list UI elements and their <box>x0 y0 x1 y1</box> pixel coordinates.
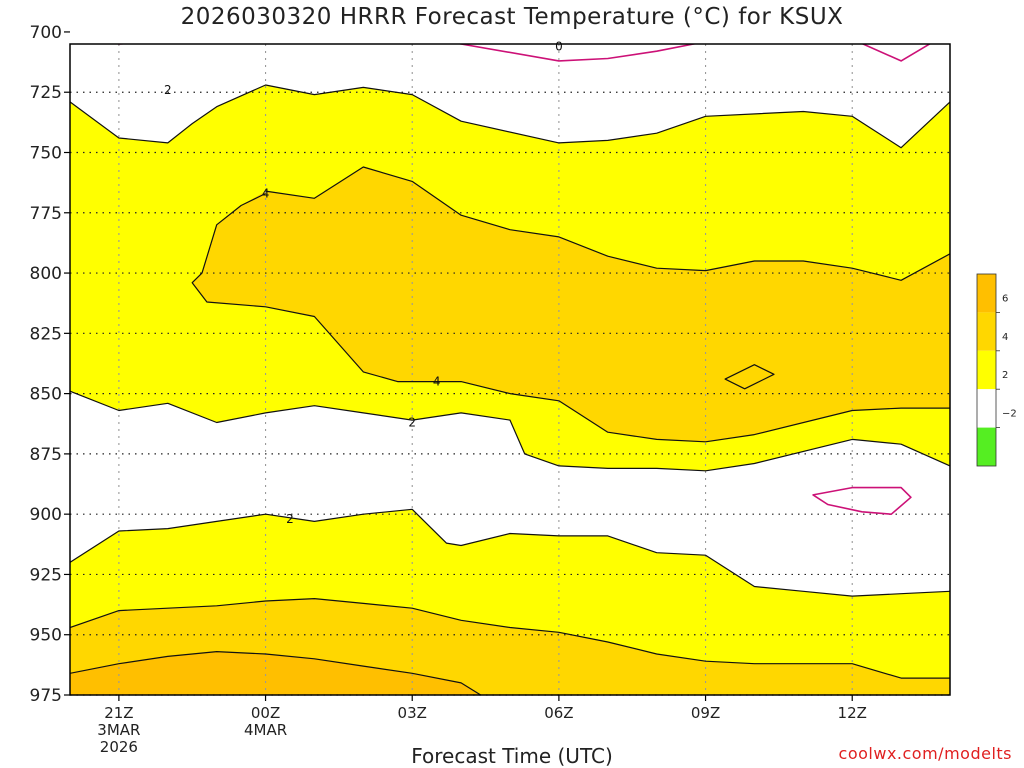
x-tick-label: 2026 <box>100 738 138 756</box>
y-tick-label: 875 <box>30 445 62 465</box>
y-tick-label: 775 <box>30 204 62 224</box>
x-tick-label: 06Z <box>544 704 573 722</box>
contour-line-4 <box>191 192 950 443</box>
contour-label: 2 <box>286 512 294 526</box>
y-tick-label: 900 <box>30 505 62 525</box>
contour-label: 0 <box>555 39 563 53</box>
y-tick-label: 800 <box>30 264 62 284</box>
site-credit: coolwx.com/modelts <box>838 744 1012 763</box>
colorbar-swatch <box>977 274 996 313</box>
y-tick-label: 850 <box>30 385 62 405</box>
plot-frame <box>69 43 951 696</box>
y-tick-label: 825 <box>30 324 62 344</box>
contour-line-2 <box>70 508 950 597</box>
contour-line-4 <box>265 166 950 281</box>
y-tick-label: 950 <box>30 626 62 646</box>
x-tick-label: 4MAR <box>244 721 287 739</box>
contour-line-2 <box>70 390 950 472</box>
y-tick-label: 700 <box>30 23 62 43</box>
colorbar-label: 6 <box>1002 293 1008 304</box>
colorbar-swatch <box>977 312 996 351</box>
x-tick-label: 00Z <box>251 704 280 722</box>
y-tick-label: 925 <box>30 565 62 585</box>
band-6-to-8-lower <box>70 651 481 695</box>
contour-line-6 <box>70 651 482 695</box>
chart-title: 2026030320 HRRR Forecast Temperature (°C… <box>180 4 844 30</box>
x-tick-label: 09Z <box>691 704 720 722</box>
y-tick-label: 750 <box>30 144 62 164</box>
colorbar-label: 2 <box>1002 370 1008 381</box>
contour-line-4 <box>724 364 775 390</box>
x-tick-label: 12Z <box>838 704 867 722</box>
contour-label: 2 <box>408 416 416 430</box>
contour-label: 2 <box>164 83 172 97</box>
y-tick-label: 975 <box>30 686 62 706</box>
x-tick-label: 03Z <box>398 704 427 722</box>
x-axis-label: Forecast Time (UTC) <box>411 744 613 768</box>
contour-line-4 <box>70 598 950 679</box>
contour-label: 4 <box>262 186 270 200</box>
y-tick-label: 725 <box>30 83 62 103</box>
contour-line-2 <box>70 84 950 149</box>
colorbar-swatch <box>977 427 996 466</box>
x-tick-label: 21Z <box>104 704 133 722</box>
band-4-to-6-pocket <box>725 364 774 389</box>
colorbar-frame <box>976 273 997 467</box>
contour-line-0 <box>812 486 912 515</box>
colorbar-label: −2 <box>1002 409 1017 420</box>
x-tick-label: 3MAR <box>97 721 140 739</box>
band-neg2-to-2-pocket <box>813 487 911 515</box>
colorbar-label: 4 <box>1002 332 1008 343</box>
colorbar-swatch <box>977 350 996 390</box>
colorbar-swatch <box>977 389 996 428</box>
contour-label: 4 <box>433 375 441 389</box>
contour-line-0 <box>116 44 932 62</box>
